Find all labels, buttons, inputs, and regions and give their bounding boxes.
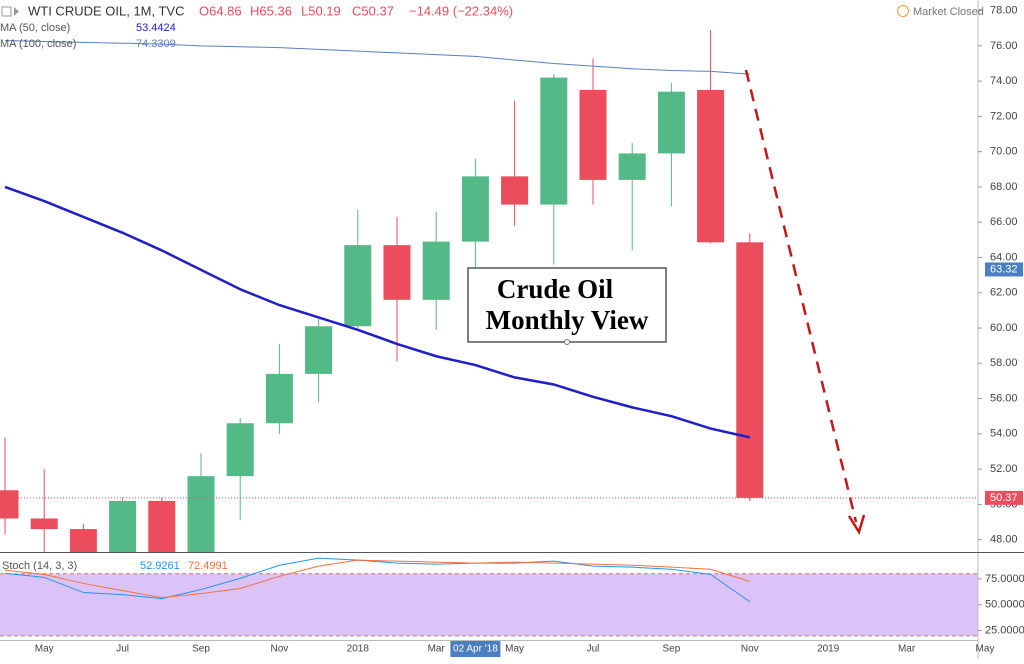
candle-body [657, 91, 685, 154]
ma100-value: 74.3309 [136, 38, 176, 50]
x-tick-label: Nov [271, 644, 289, 655]
y-tick-label: 64.00 [990, 251, 1018, 263]
x-tick-label: 2018 [347, 644, 370, 655]
stoch-band-layer [0, 573, 978, 637]
y-tick-label: 74.00 [990, 75, 1018, 87]
ma100-label: MA (100, close) [0, 38, 76, 50]
candle-body [697, 89, 725, 243]
stoch-line [4, 559, 750, 599]
x-tick-label: May [35, 644, 54, 655]
x-tick-label: Sep [192, 644, 210, 655]
y-tick-label: 78.00 [990, 4, 1018, 16]
symbol-title: WTI CRUDE OIL, 1M, TVC [28, 3, 185, 18]
candle-body [109, 500, 137, 552]
stoch-d-value: 72.4991 [188, 560, 228, 572]
candle-body [226, 423, 254, 477]
annotation-line: Crude Oil [497, 274, 614, 304]
candle-body [383, 245, 411, 300]
y-tick-label: 50.0000 [985, 599, 1024, 611]
arrow-head [847, 514, 866, 536]
candle-body [501, 176, 529, 205]
moving-average [4, 40, 750, 75]
stoch-line [4, 557, 751, 603]
y-tick-label: 52.00 [990, 463, 1018, 475]
stoch-label: Stoch (14, 3, 3) [2, 560, 77, 572]
candle-body [461, 176, 489, 242]
y-tick-label: 75.0000 [985, 573, 1024, 585]
x-tick-label: Mar [428, 644, 446, 655]
x-tick-label: 2019 [817, 644, 840, 655]
ma50-label: MA (50, close) [0, 22, 70, 34]
y-tick-label: 25.0000 [985, 625, 1024, 637]
y-tick-label: 56.00 [990, 392, 1018, 404]
x-tick-label: Sep [663, 644, 681, 655]
annotation-line: Monthly View [486, 305, 649, 335]
x-tick-label: Nov [741, 644, 759, 655]
status-icon [897, 5, 909, 17]
candle-body [30, 518, 58, 530]
ohlc-close: C50.37 [352, 3, 394, 18]
price-pane [0, 29, 764, 552]
y-tick-label: 48.00 [990, 534, 1018, 546]
icon [14, 7, 19, 16]
y-tick-label: 76.00 [990, 40, 1018, 52]
y-tick-label: 70.00 [990, 146, 1018, 158]
icon [1, 6, 12, 17]
annotation-box [467, 267, 667, 343]
candle-body [69, 529, 97, 552]
stoch-band [0, 573, 978, 636]
y-tick-label: 60.00 [990, 322, 1018, 334]
price-tag-label: 63.32 [990, 263, 1018, 275]
ohlc-high: H65.36 [250, 3, 292, 18]
x-tick-label: May [505, 644, 524, 655]
ohlc-open: O64.86 [199, 3, 242, 18]
candle-body [540, 77, 568, 205]
forecast-arrow [744, 69, 858, 523]
price-tag [985, 490, 1023, 505]
market-status: Market Closed [913, 6, 984, 18]
candle-body [344, 245, 372, 327]
x-tick-label: May [976, 644, 995, 655]
candle-body [736, 242, 764, 498]
crosshair-x-label: 02 Apr '18 [453, 644, 498, 655]
annotation-handle [564, 339, 570, 345]
price-tag [985, 262, 1023, 277]
y-tick-label: 66.00 [990, 216, 1018, 228]
candle-body [265, 373, 293, 424]
candle-body [0, 490, 19, 519]
stoch-pane [4, 557, 751, 603]
x-tick-label: Mar [898, 644, 916, 655]
moving-average [4, 185, 751, 439]
candle-body [148, 500, 176, 552]
candle-body [579, 89, 607, 180]
change: −14.49 (−22.34%) [409, 3, 513, 18]
ohlc-low: L50.19 [301, 3, 341, 18]
x-tick-label: Jul [116, 644, 129, 655]
y-tick-label: 72.00 [990, 110, 1018, 122]
y-tick-label: 62.00 [990, 287, 1018, 299]
price-tag-label: 50.37 [990, 492, 1018, 504]
y-tick-label: 54.00 [990, 428, 1018, 440]
axes-layer: 48.0050.0052.0054.0056.0058.0060.0062.00… [0, 4, 1024, 657]
ma50-value: 53.4424 [136, 22, 176, 34]
candle-body [422, 241, 450, 300]
candle-body [305, 326, 333, 374]
stoch-k-value: 52.9261 [140, 560, 180, 572]
candle-body [618, 153, 646, 180]
y-tick-label: 68.00 [990, 181, 1018, 193]
crosshair-x-tag [450, 641, 501, 657]
y-tick-label: 58.00 [990, 357, 1018, 369]
candle-body [187, 476, 215, 552]
x-tick-label: Jul [587, 644, 600, 655]
